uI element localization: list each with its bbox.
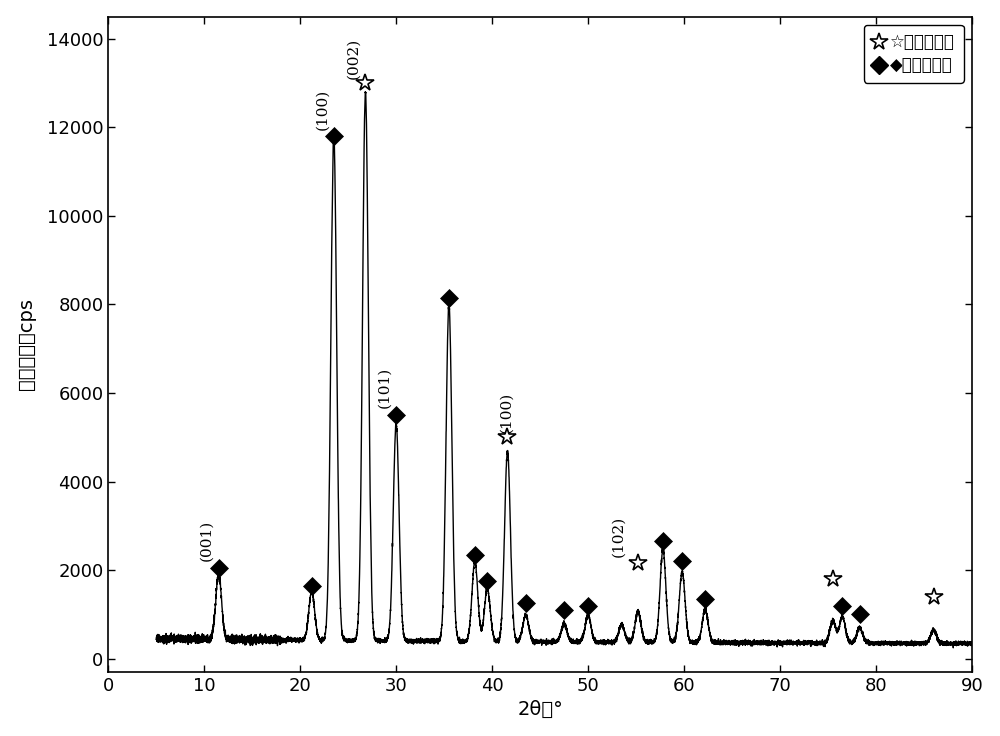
Text: (101): (101) bbox=[378, 367, 392, 408]
Text: (100): (100) bbox=[500, 392, 514, 433]
Text: (102): (102) bbox=[612, 515, 626, 557]
Text: (001): (001) bbox=[199, 520, 213, 562]
Y-axis label: 衍射强度，cps: 衍射强度，cps bbox=[17, 298, 36, 390]
Text: (002): (002) bbox=[346, 38, 360, 79]
X-axis label: 2θ，°: 2θ，° bbox=[517, 701, 563, 719]
Text: (100): (100) bbox=[315, 88, 329, 130]
Legend: ☆六方氮化硜, ◆单斜镀长石: ☆六方氮化硜, ◆单斜镀长石 bbox=[864, 25, 964, 82]
